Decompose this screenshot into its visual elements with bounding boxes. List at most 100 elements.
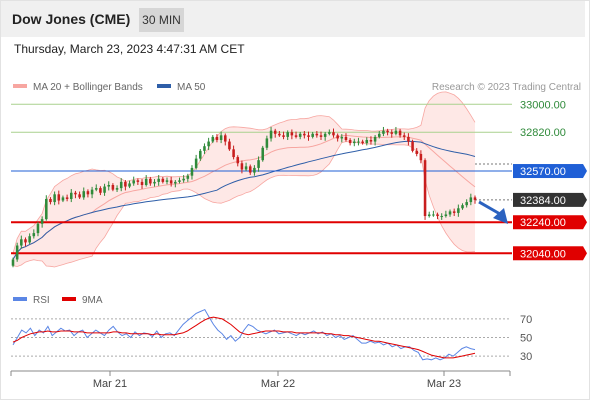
candle-body	[99, 188, 102, 193]
candle-body	[311, 133, 314, 137]
candle-body	[223, 135, 227, 142]
instrument-title: Dow Jones (CME)	[12, 11, 131, 27]
candle-body	[65, 197, 69, 199]
candle-body	[398, 130, 402, 136]
candle-body	[207, 141, 210, 147]
level-label-32384: 32384.00	[520, 195, 566, 207]
candle-body	[265, 138, 269, 148]
candle-body	[415, 150, 419, 154]
candle-body	[111, 185, 115, 190]
candle-body	[236, 157, 240, 164]
rsi-tick-label-50: 50	[520, 333, 532, 345]
candle-body	[244, 166, 248, 170]
candle-body	[15, 245, 19, 260]
level-tag-pointer-32384	[583, 192, 587, 207]
level-tag-pointer-32040	[583, 246, 587, 261]
candle-body	[78, 194, 81, 198]
candle-body	[373, 136, 377, 142]
level-label-33000: 33000.00	[520, 99, 566, 111]
bollinger-upper-line	[12, 91, 476, 254]
candle-body	[61, 197, 65, 201]
timeframe-button[interactable]: 30 MIN	[139, 8, 184, 32]
candle-body	[369, 140, 373, 142]
watermark: Research © 2023 Trading Central	[432, 82, 581, 93]
candle-body	[377, 133, 381, 137]
candle-body	[203, 146, 206, 151]
legend-swatch-ma9	[62, 297, 76, 301]
candle-body	[144, 178, 148, 185]
level-label-32040: 32040.00	[520, 248, 566, 260]
candle-body	[411, 141, 414, 151]
candle-body	[357, 141, 360, 143]
candle-body	[53, 194, 56, 203]
candle-body	[448, 211, 452, 215]
x-tick-label: Mar 23	[427, 378, 461, 390]
candle-body	[165, 180, 169, 182]
candle-body	[473, 197, 477, 200]
candle-body	[394, 130, 398, 134]
candle-body	[107, 185, 111, 187]
candle-body	[153, 181, 156, 184]
candle-body	[286, 132, 289, 137]
candle-body	[253, 167, 256, 173]
legend-label-rsi: RSI	[33, 295, 50, 306]
candle-body	[140, 181, 144, 185]
candle-body	[461, 205, 464, 209]
candle-body	[40, 219, 44, 224]
candle-body	[386, 130, 389, 133]
candle-body	[257, 160, 260, 168]
candle-body	[215, 136, 219, 140]
rsi-tick-label-70: 70	[520, 314, 532, 326]
legend-swatch-ma50	[157, 84, 171, 88]
candle-body	[452, 211, 456, 213]
candle-body	[240, 163, 244, 170]
candle-body	[273, 130, 277, 134]
candle-body	[128, 183, 131, 187]
candle-body	[382, 130, 385, 134]
candle-body	[115, 188, 119, 190]
candle-body	[323, 133, 327, 137]
candle-body	[103, 186, 106, 193]
candle-body	[74, 192, 77, 195]
candle-body	[465, 202, 468, 206]
timestamp: Thursday, March 23, 2023 4:47:31 AM CET	[14, 42, 245, 56]
candle-body	[344, 136, 348, 140]
candle-body	[178, 180, 181, 182]
candle-body	[157, 178, 160, 182]
candle-body	[211, 136, 215, 142]
legend-label-ma50: MA 50	[177, 82, 206, 93]
candle-body	[86, 191, 90, 195]
ma50-line	[12, 140, 476, 260]
candle-body	[132, 180, 135, 184]
candle-body	[24, 239, 27, 243]
candle-body	[444, 214, 448, 217]
candle-body	[319, 135, 323, 137]
candle-body	[136, 180, 140, 182]
candle-body	[194, 158, 198, 168]
level-tag-bg-32570	[513, 164, 583, 179]
legend-label-ma9: 9MA	[82, 295, 103, 306]
candle-body	[20, 239, 23, 246]
candle-body	[32, 233, 36, 237]
header-bar: Dow Jones (CME) 30 MIN	[1, 1, 585, 37]
candle-body	[169, 180, 173, 184]
level-tag-bg-32040	[513, 246, 583, 261]
candle-body	[149, 178, 152, 184]
candle-body	[469, 197, 473, 203]
level-tag-pointer-32240	[583, 215, 587, 230]
forecast-arrow-shaft	[478, 200, 501, 216]
candle-body	[436, 214, 439, 217]
legend-swatch-bollinger	[13, 84, 27, 88]
candle-body	[402, 135, 406, 137]
candle-body	[432, 214, 435, 216]
legend-swatch-rsi	[13, 297, 27, 301]
candle-body	[124, 181, 127, 187]
bollinger-band-fill	[13, 91, 475, 268]
level-tag-bg-32384	[513, 192, 583, 207]
candle-body	[290, 132, 294, 136]
candle-body	[294, 135, 298, 137]
candle-body	[332, 132, 335, 136]
x-tick-label: Mar 22	[261, 378, 295, 390]
candle-body	[315, 133, 319, 136]
